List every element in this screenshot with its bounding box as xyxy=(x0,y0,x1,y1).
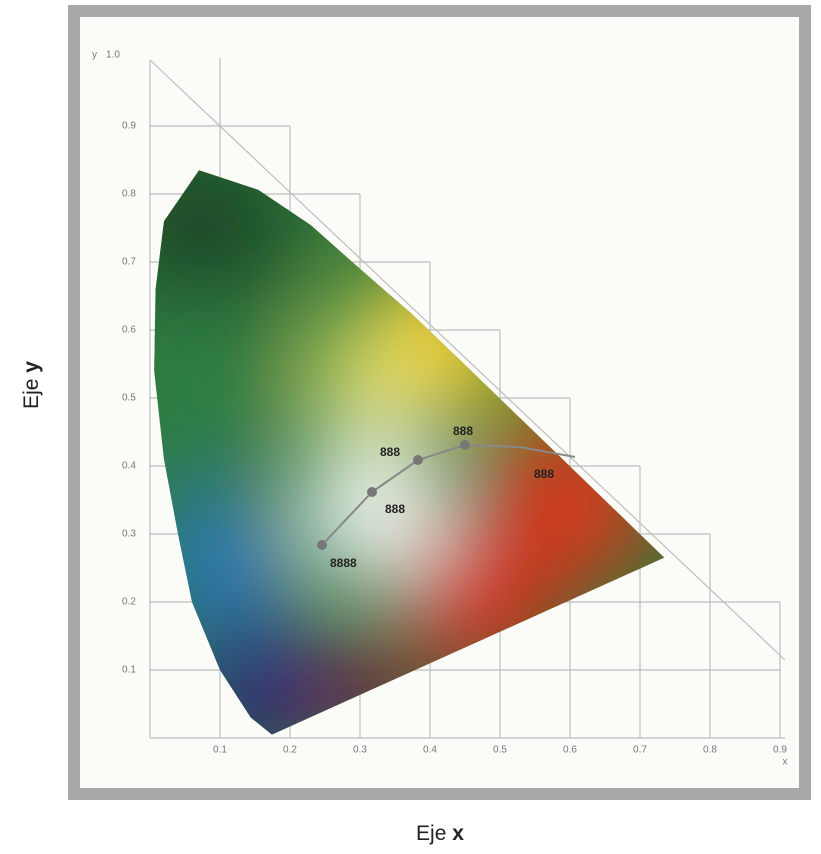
x-tick-label: 0.9 xyxy=(773,745,787,756)
x-tick-label: 0.8 xyxy=(703,745,717,756)
planckian-locus xyxy=(321,443,576,546)
y-tick-label: 0.7 xyxy=(122,257,136,268)
x-axis-title: Eje x xyxy=(416,822,464,845)
y-tick-label: 0.6 xyxy=(122,325,136,336)
y-tick-label: 0.1 xyxy=(122,665,136,676)
y-tick-label: 0.9 xyxy=(122,121,136,132)
point-label: 888 xyxy=(380,445,400,459)
x-tick-label: 0.4 xyxy=(423,745,437,756)
point-label: 888 xyxy=(453,424,473,438)
point xyxy=(317,540,327,550)
point xyxy=(367,487,377,497)
x-tick-label: 0.2 xyxy=(283,745,297,756)
point-label: 888 xyxy=(534,467,554,481)
x-tick-label: 0.5 xyxy=(493,745,507,756)
y-tick-label: 0.8 xyxy=(122,189,136,200)
x-tick-label: 0.7 xyxy=(633,745,647,756)
x-tick-label: 0.3 xyxy=(353,745,367,756)
point-label: 888 xyxy=(385,502,405,516)
point-label: 8888 xyxy=(330,556,357,570)
y-axis-symbol: y xyxy=(92,50,97,61)
x-axis-symbol: x xyxy=(783,757,788,768)
y-tick-label: 0.2 xyxy=(122,597,136,608)
y-top-label: 1.0 xyxy=(106,50,120,61)
x-tick-label: 0.1 xyxy=(213,745,227,756)
x-tick-label: 0.6 xyxy=(563,745,577,756)
y-tick-label: 0.4 xyxy=(122,461,136,472)
tick-labels: 0.1 0.2 0.3 0.4 0.5 0.6 0.7 0.8 0.9 0.9 0.8 0.7 0.6 0… xyxy=(122,121,787,756)
point xyxy=(413,455,423,465)
y-tick-label: 0.5 xyxy=(122,393,136,404)
diagonal xyxy=(149,59,786,661)
point xyxy=(460,440,470,450)
y-tick-label: 0.3 xyxy=(122,529,136,540)
y-axis-title: Eje y xyxy=(20,361,43,409)
